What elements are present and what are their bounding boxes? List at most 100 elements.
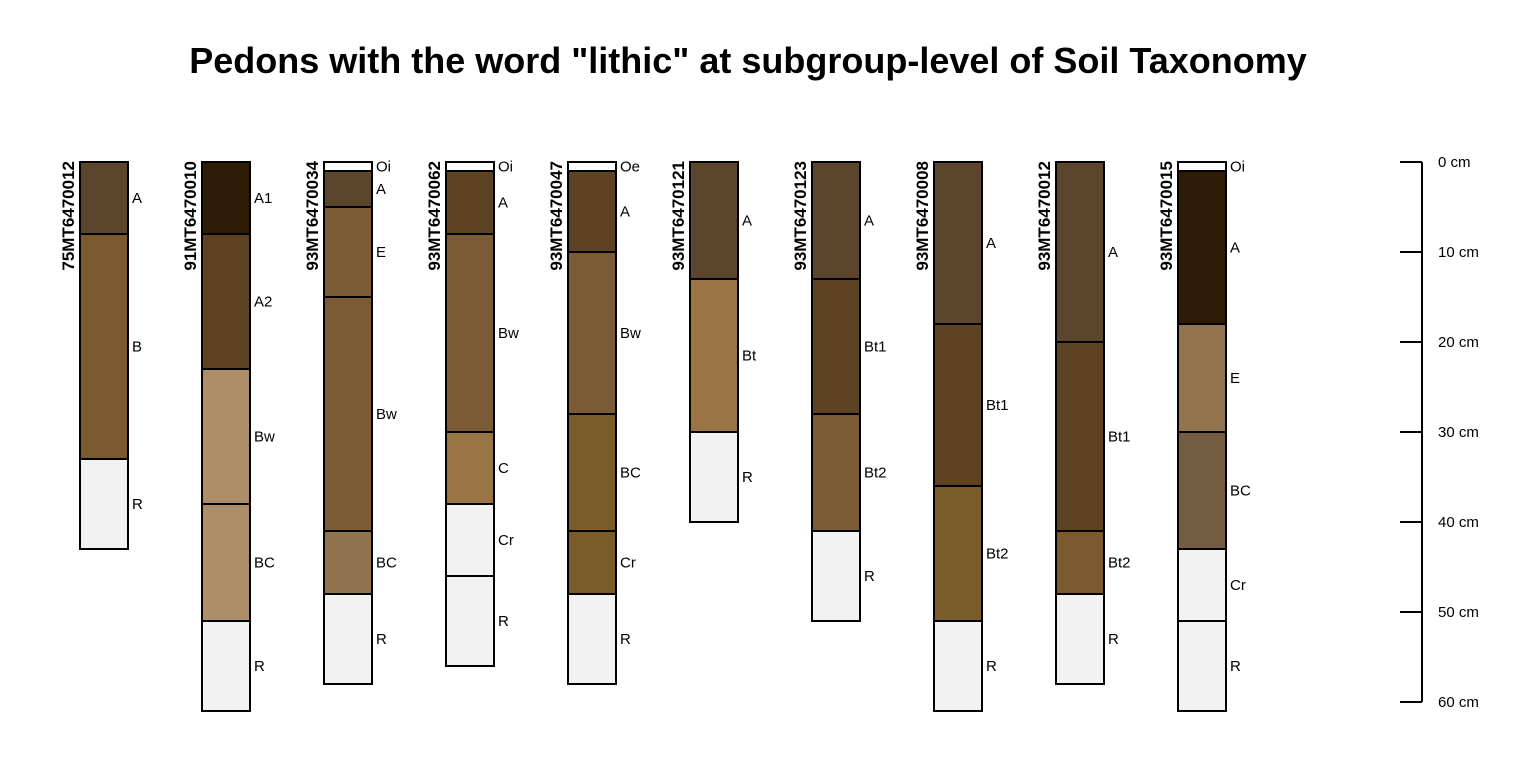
horizon-label: A1 (254, 190, 272, 207)
horizon-label: Bt1 (864, 339, 887, 356)
soil-profile: A1 A2 Bw BC R 91MT6470010 (181, 161, 275, 712)
horizon-block (933, 323, 983, 487)
horizon-label: Bw (254, 429, 275, 446)
profiles-layer: A B R 75MT6470012 A1 A2 Bw BC R 91MT6470010 Oi A E Bw… (59, 159, 1251, 712)
horizon-label: Bt2 (1108, 555, 1131, 572)
profile-id-label: 93MT6470123 (791, 161, 810, 271)
horizon-block (1055, 593, 1105, 685)
depth-tick-label: 50 cm (1438, 604, 1479, 621)
horizon-block (201, 503, 251, 622)
horizon-label: A2 (254, 294, 272, 311)
depth-tick-label: 20 cm (1438, 334, 1479, 351)
chart-title: Pedons with the word "lithic" at subgrou… (189, 40, 1307, 81)
horizon-block (567, 593, 617, 685)
soil-profile: Oe A Bw BC Cr R 93MT6470047 (547, 159, 641, 685)
horizon-block (567, 161, 617, 172)
horizon-block (567, 413, 617, 532)
horizon-block (445, 170, 495, 235)
horizon-block (323, 170, 373, 208)
soil-profile: A Bt1 Bt2 R 93MT6470123 (791, 161, 887, 622)
depth-tick-label: 0 cm (1438, 154, 1471, 171)
horizon-label: Bt1 (1108, 429, 1131, 446)
horizon-block (445, 575, 495, 667)
horizon-block (1055, 530, 1105, 595)
profile-id-label: 93MT6470047 (547, 161, 566, 271)
horizon-label: Oi (498, 159, 513, 176)
horizon-label: Bt (742, 348, 757, 365)
profile-id-label: 75MT6470012 (59, 161, 78, 271)
horizon-label: A (742, 213, 752, 230)
horizon-label: R (742, 469, 753, 486)
horizon-block (201, 233, 251, 370)
horizon-label: A (1108, 244, 1118, 261)
horizon-block (567, 170, 617, 253)
horizon-block (811, 278, 861, 415)
horizon-label: C (498, 460, 509, 477)
profile-id-label: 93MT6470015 (1157, 161, 1176, 271)
horizon-label: E (1230, 370, 1240, 387)
horizon-label: R (1230, 658, 1241, 675)
profile-id-label: 93MT6470008 (913, 161, 932, 271)
horizon-block (445, 233, 495, 433)
horizon-block (201, 620, 251, 712)
horizon-block (445, 503, 495, 577)
horizon-block (323, 530, 373, 595)
soil-profile: A Bt R 93MT6470121 (669, 161, 757, 523)
profile-id-label: 91MT6470010 (181, 161, 200, 271)
horizon-block (933, 161, 983, 325)
horizon-block (201, 368, 251, 505)
depth-tick-label: 60 cm (1438, 694, 1479, 711)
horizon-label: BC (376, 555, 397, 572)
horizon-label: A (1230, 240, 1240, 257)
horizon-label: Oi (376, 159, 391, 176)
horizon-block (1055, 341, 1105, 532)
horizon-label: Cr (498, 532, 514, 549)
horizon-block (1177, 161, 1227, 172)
depth-axis: 0 cm 10 cm 20 cm 30 cm 40 cm 50 cm 60 cm (1400, 154, 1479, 711)
profile-id-label: 93MT6470062 (425, 161, 444, 271)
horizon-label: R (498, 613, 509, 630)
horizon-block (689, 431, 739, 523)
horizon-label: BC (620, 465, 641, 482)
horizon-block (79, 458, 129, 550)
horizon-block (1177, 548, 1227, 622)
soil-profile: A B R 75MT6470012 (59, 161, 143, 550)
profile-id-label: 93MT6470012 (1035, 161, 1054, 271)
horizon-block (323, 206, 373, 298)
horizon-block (933, 485, 983, 622)
soil-profile: Oi A E Bw BC R 93MT6470034 (303, 159, 397, 685)
horizon-block (811, 161, 861, 280)
horizon-block (811, 530, 861, 622)
horizon-label: A (864, 213, 874, 230)
horizon-label: Cr (620, 555, 636, 572)
horizon-label: R (1108, 631, 1119, 648)
horizon-block (567, 530, 617, 595)
horizon-block (445, 431, 495, 505)
horizon-block (1055, 161, 1105, 343)
soil-profile: A Bt1 Bt2 R 93MT6470012 (1035, 161, 1131, 685)
horizon-label: Bw (376, 406, 397, 423)
profile-id-label: 93MT6470121 (669, 161, 688, 271)
horizon-label: R (986, 658, 997, 675)
horizon-label: A (376, 181, 386, 198)
horizon-block (323, 593, 373, 685)
horizon-label: Bw (498, 325, 519, 342)
horizon-label: R (254, 658, 265, 675)
horizon-label: A (132, 190, 142, 207)
horizon-label: BC (254, 555, 275, 572)
horizon-block (1177, 431, 1227, 550)
horizon-block (323, 296, 373, 532)
horizon-label: Bt2 (864, 465, 887, 482)
horizon-block (445, 161, 495, 172)
horizon-block (79, 161, 129, 235)
soil-profile: Oi A E BC Cr R 93MT6470015 (1157, 159, 1251, 712)
horizon-block (567, 251, 617, 415)
horizon-label: R (132, 496, 143, 513)
horizon-label: Bt1 (986, 397, 1009, 414)
horizon-block (323, 161, 373, 172)
horizon-label: BC (1230, 483, 1251, 500)
horizon-block (689, 161, 739, 280)
horizon-block (79, 233, 129, 460)
horizon-block (1177, 170, 1227, 325)
